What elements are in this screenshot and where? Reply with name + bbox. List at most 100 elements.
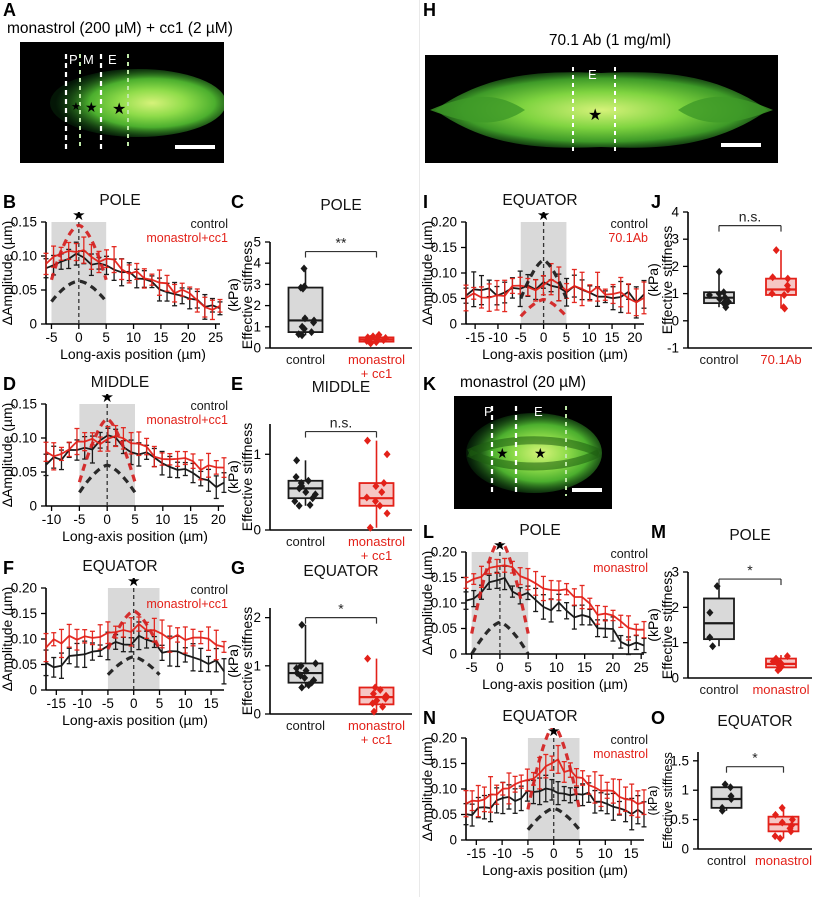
- svg-text:control: control: [286, 718, 325, 733]
- svg-text:MIDDLE: MIDDLE: [312, 379, 371, 396]
- svg-text:POLE: POLE: [729, 527, 770, 544]
- svg-text:5: 5: [131, 512, 139, 527]
- svg-text:(kPa): (kPa): [648, 786, 660, 816]
- svg-text:10: 10: [126, 330, 141, 345]
- svg-text:-5: -5: [522, 846, 534, 861]
- svg-text:-5: -5: [515, 330, 527, 345]
- svg-text:0: 0: [449, 833, 457, 848]
- svg-text:5: 5: [524, 660, 532, 675]
- svg-text:0: 0: [75, 330, 83, 345]
- svg-text:E: E: [108, 52, 117, 67]
- svg-text:control: control: [699, 682, 738, 697]
- svg-text:monastrol+cc1: monastrol+cc1: [146, 597, 228, 611]
- svg-text:Effective stiffness: Effective stiffness: [239, 607, 255, 715]
- svg-text:EQUATOR: EQUATOR: [303, 563, 378, 580]
- svg-text:monastrol: monastrol: [348, 352, 405, 367]
- svg-text:25: 25: [208, 330, 223, 345]
- svg-text:15: 15: [153, 330, 168, 345]
- svg-text:monastrol: monastrol: [593, 561, 648, 575]
- svg-text:n.s.: n.s.: [330, 415, 353, 431]
- svg-text:POLE: POLE: [320, 197, 361, 214]
- svg-text:-10: -10: [42, 512, 62, 527]
- svg-text:(kPa): (kPa): [228, 278, 241, 311]
- svg-text:ΔAmplitude (µm): ΔAmplitude (µm): [420, 737, 435, 842]
- svg-text:5: 5: [576, 846, 584, 861]
- svg-text:-15: -15: [465, 330, 485, 345]
- svg-text:monastrol+cc1: monastrol+cc1: [146, 231, 228, 245]
- svg-text:15: 15: [605, 330, 620, 345]
- svg-text:10: 10: [549, 660, 564, 675]
- svg-text:★: ★: [112, 101, 126, 118]
- svg-text:-10: -10: [488, 330, 508, 345]
- svg-text:control: control: [286, 534, 325, 549]
- svg-text:★: ★: [71, 101, 81, 113]
- svg-text:★: ★: [72, 212, 85, 224]
- svg-text:Long-axis position (µm): Long-axis position (µm): [60, 346, 206, 362]
- svg-text:Long-axis position (µm): Long-axis position (µm): [482, 676, 628, 692]
- svg-text:Effective stiffness: Effective stiffness: [239, 423, 255, 531]
- svg-text:★: ★: [534, 445, 547, 461]
- svg-text:Effective stiffness: Effective stiffness: [239, 241, 255, 349]
- svg-text:monastrol: monastrol: [348, 534, 405, 549]
- svg-text:Long-axis position (µm): Long-axis position (µm): [62, 712, 208, 728]
- svg-text:-10: -10: [72, 696, 92, 711]
- svg-text:15: 15: [624, 846, 639, 861]
- svg-text:monastrol+cc1: monastrol+cc1: [146, 413, 228, 427]
- svg-text:4: 4: [671, 205, 679, 220]
- svg-text:5: 5: [563, 330, 571, 345]
- svg-text:70.1Ab: 70.1Ab: [760, 352, 801, 367]
- svg-text:70.1Ab: 70.1Ab: [608, 231, 648, 245]
- svg-text:ΔAmplitude (µm): ΔAmplitude (µm): [420, 221, 435, 326]
- svg-text:control: control: [610, 217, 648, 231]
- svg-text:★: ★: [127, 578, 140, 590]
- svg-text:control: control: [190, 583, 228, 597]
- svg-text:-10: -10: [492, 846, 512, 861]
- svg-text:0: 0: [29, 499, 37, 514]
- svg-text:0: 0: [540, 330, 548, 345]
- svg-text:0: 0: [29, 683, 37, 698]
- svg-text:Long-axis position (µm): Long-axis position (µm): [482, 346, 628, 362]
- svg-text:-5: -5: [466, 660, 478, 675]
- svg-text:control: control: [699, 352, 738, 367]
- svg-text:-5: -5: [73, 512, 85, 527]
- svg-text:monastrol: monastrol: [752, 682, 809, 697]
- svg-text:monastrol: monastrol: [348, 718, 405, 733]
- svg-text:-5: -5: [102, 696, 114, 711]
- svg-text:0: 0: [449, 647, 457, 662]
- svg-text:-5: -5: [45, 330, 57, 345]
- svg-text:monastrol: monastrol: [593, 747, 648, 761]
- svg-text:Long-axis position (µm): Long-axis position (µm): [62, 528, 208, 544]
- svg-text:M: M: [83, 52, 94, 67]
- svg-text:Effective stiffness: Effective stiffness: [661, 752, 675, 849]
- svg-text:15: 15: [577, 660, 592, 675]
- svg-text:15: 15: [183, 512, 198, 527]
- svg-text:control: control: [190, 217, 228, 231]
- svg-text:10: 10: [178, 696, 193, 711]
- svg-text:15: 15: [204, 696, 219, 711]
- svg-text:10: 10: [598, 846, 613, 861]
- svg-text:control: control: [286, 352, 325, 367]
- svg-text:Effective stiffness: Effective stiffness: [659, 226, 675, 334]
- svg-text:E: E: [588, 67, 597, 82]
- svg-text:20: 20: [181, 330, 196, 345]
- svg-text:10: 10: [155, 512, 170, 527]
- svg-text:-15: -15: [47, 696, 67, 711]
- svg-text:5: 5: [102, 330, 110, 345]
- svg-text:-1: -1: [667, 341, 679, 356]
- svg-text:0: 0: [550, 846, 558, 861]
- svg-text:(kPa): (kPa): [648, 263, 661, 296]
- svg-text:★: ★: [85, 99, 98, 115]
- svg-text:ΔAmplitude (µm): ΔAmplitude (µm): [420, 551, 435, 656]
- svg-text:control: control: [190, 399, 228, 413]
- svg-text:25: 25: [634, 660, 649, 675]
- svg-text:5: 5: [156, 696, 164, 711]
- svg-text:P: P: [69, 52, 78, 67]
- svg-text:-15: -15: [467, 846, 487, 861]
- svg-text:10: 10: [582, 330, 597, 345]
- svg-text:0: 0: [130, 696, 138, 711]
- svg-text:0: 0: [681, 842, 689, 857]
- svg-text:★: ★: [100, 394, 113, 406]
- svg-text:control: control: [610, 547, 648, 561]
- svg-text:0: 0: [496, 660, 504, 675]
- svg-text:*: *: [338, 601, 344, 617]
